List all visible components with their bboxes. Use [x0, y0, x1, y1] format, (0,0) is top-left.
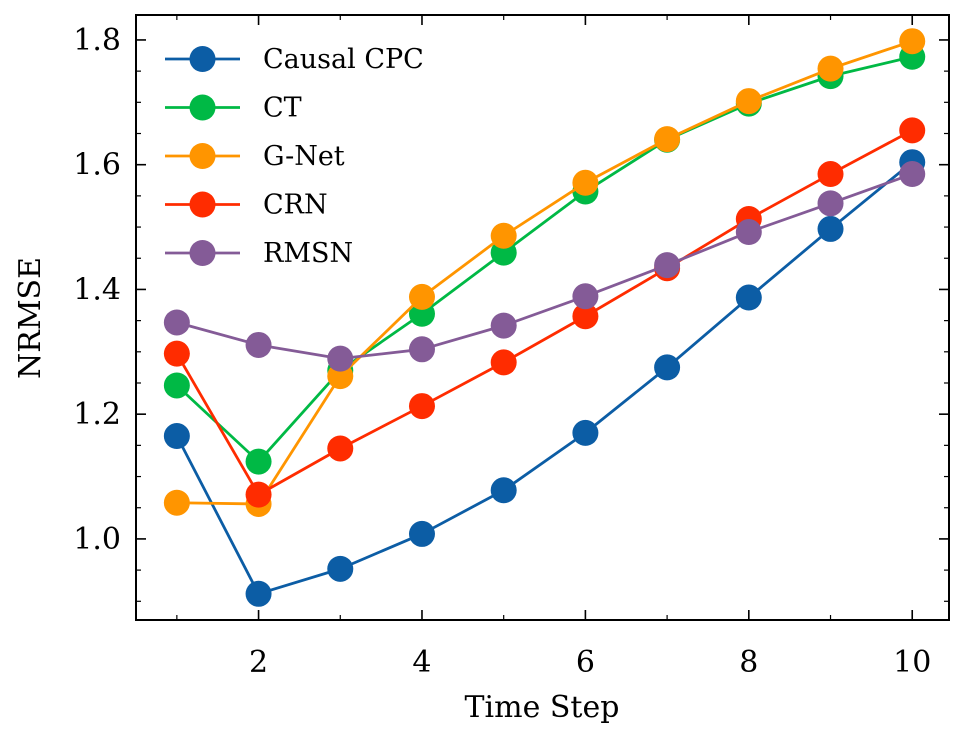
x-tick-label: 4: [412, 645, 431, 680]
y-tick-label: 1.2: [73, 397, 121, 432]
data-point: [245, 331, 272, 358]
axis-ticks: 2 4 6 8 10 1.0 1.2 1.4 1.6 1.8: [73, 15, 949, 680]
legend-marker: [189, 143, 216, 169]
data-point: [408, 393, 435, 420]
legend-label: G-Net: [263, 141, 345, 172]
x-tick-label: 10: [893, 645, 931, 680]
series-lines: [163, 28, 926, 607]
series-crn: [163, 117, 926, 508]
legend: Causal CPC CT G-Net CRN RMSN: [165, 44, 424, 269]
data-point: [327, 345, 354, 372]
data-point: [163, 340, 190, 367]
series-causal-cpc: [163, 149, 926, 607]
legend-item: CT: [165, 93, 302, 124]
data-point: [735, 219, 762, 246]
y-tick-label: 1.0: [73, 522, 121, 557]
y-tick-label: 1.8: [73, 23, 121, 58]
legend-label: Causal CPC: [263, 44, 424, 75]
data-point: [408, 336, 435, 363]
data-point: [899, 117, 926, 144]
series-line: [175, 161, 914, 596]
legend-label: CRN: [263, 190, 328, 221]
data-point: [490, 477, 517, 504]
data-point: [572, 419, 599, 446]
data-point: [899, 161, 926, 188]
legend-item: RMSN: [165, 238, 353, 269]
series-line: [175, 55, 913, 463]
series-line: [176, 172, 913, 361]
series-rmsn: [163, 161, 926, 372]
data-point: [163, 489, 190, 516]
legend-item: G-Net: [165, 141, 345, 172]
data-point: [817, 215, 844, 242]
data-point: [735, 88, 762, 115]
legend-marker: [189, 240, 216, 266]
data-point: [163, 372, 190, 399]
x-tick-label: 6: [576, 645, 595, 680]
data-point: [408, 520, 435, 547]
y-tick-label: 1.4: [73, 272, 121, 307]
plot-frame: [135, 14, 950, 621]
data-point: [245, 481, 272, 508]
data-point: [817, 161, 844, 188]
data-point: [327, 555, 354, 582]
data-point: [817, 55, 844, 82]
legend-item: CRN: [165, 190, 328, 221]
y-axis-label: NRMSE: [13, 257, 48, 379]
data-point: [163, 309, 190, 336]
data-point: [817, 190, 844, 217]
data-point: [654, 252, 681, 279]
data-point: [572, 303, 599, 330]
data-point: [899, 28, 926, 55]
legend-marker: [189, 94, 216, 121]
data-point: [735, 284, 762, 311]
data-point: [654, 354, 681, 381]
data-point: [654, 126, 681, 153]
data-point: [163, 423, 190, 450]
x-tick-label: 2: [249, 645, 268, 680]
x-axis-label: Time Step: [465, 690, 620, 725]
legend-label: RMSN: [263, 238, 353, 269]
legend-item: Causal CPC: [165, 44, 424, 75]
legend-label: CT: [263, 93, 302, 124]
y-tick-label: 1.6: [73, 148, 121, 183]
data-point: [327, 435, 354, 462]
data-point: [245, 448, 272, 475]
data-point: [490, 349, 517, 376]
data-point: [572, 283, 599, 310]
data-point: [490, 222, 517, 249]
data-point: [490, 312, 517, 339]
series-line: [176, 39, 913, 506]
data-point: [245, 580, 272, 607]
legend-marker: [189, 46, 216, 72]
data-point: [408, 283, 435, 310]
data-point: [572, 169, 599, 196]
series-line: [175, 129, 913, 497]
legend-marker: [189, 191, 216, 218]
x-tick-label: 8: [739, 645, 758, 680]
